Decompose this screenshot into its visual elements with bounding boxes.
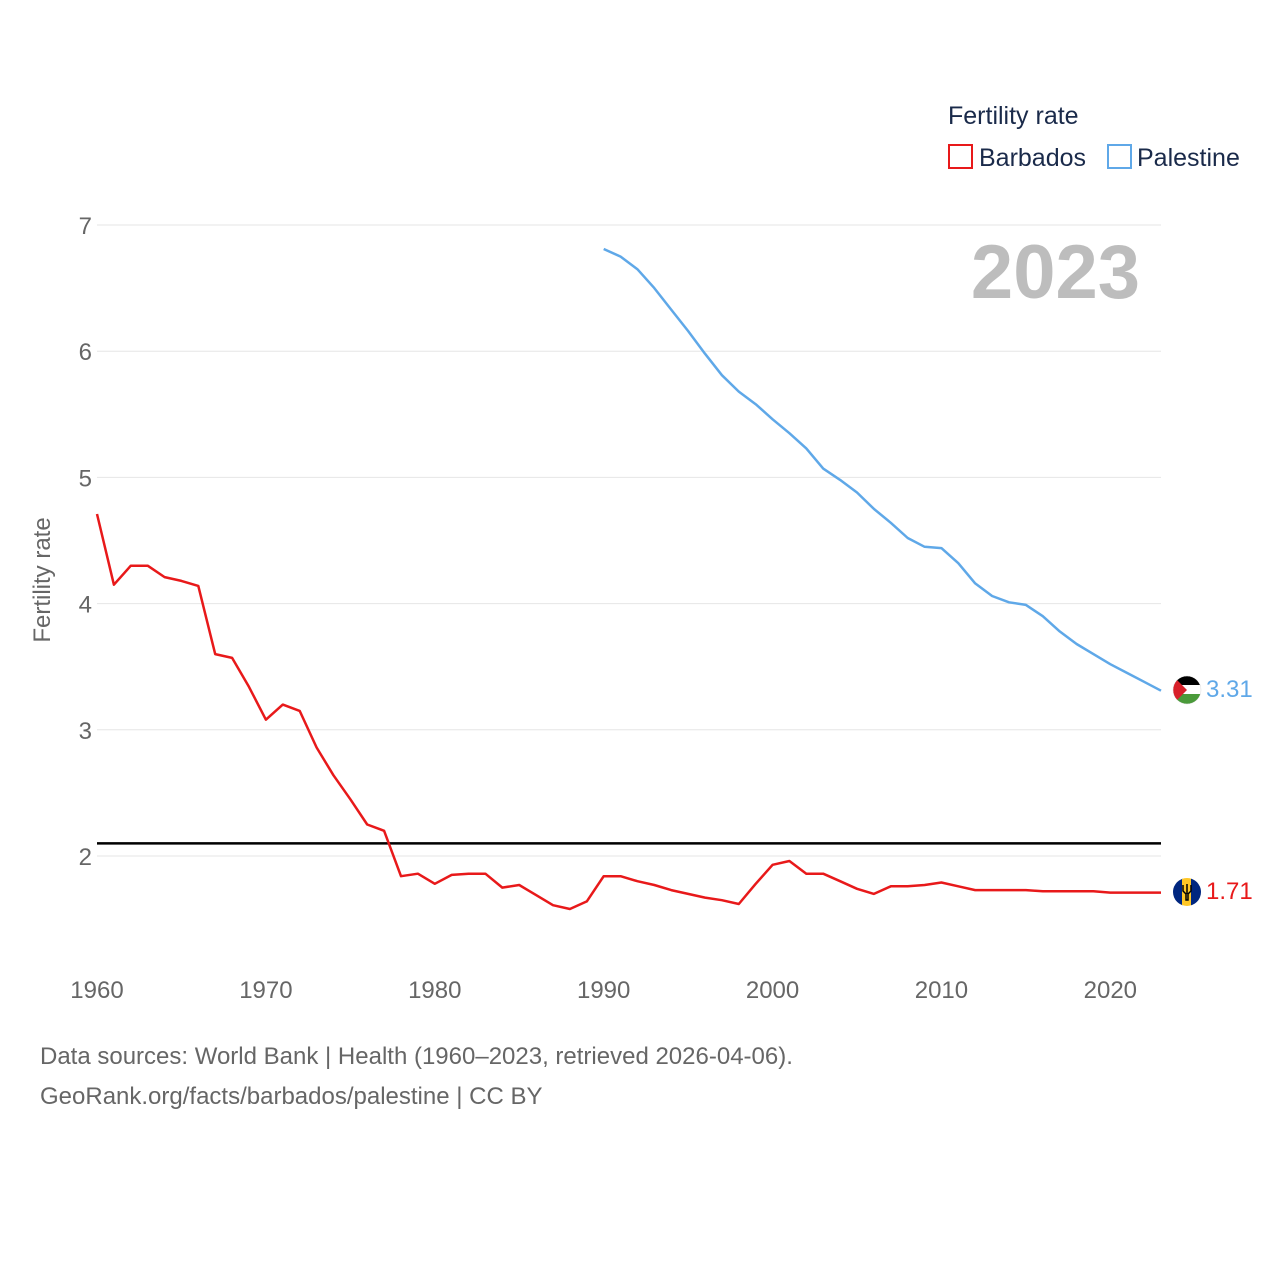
y-tick-label: 7: [79, 213, 92, 240]
x-axis-ticks: 1960 1970 1980 1990 2000 2010 2020: [70, 977, 1137, 1004]
y-tick-label: 2: [79, 844, 92, 871]
gridlines: [97, 224, 1161, 857]
x-tick-label: 2000: [746, 977, 799, 1004]
x-tick-label: 1970: [239, 977, 292, 1004]
legend-label-barbados: Barbados: [979, 144, 1086, 172]
barbados-flag-icon: [1173, 878, 1201, 906]
x-tick-label: 1960: [70, 977, 123, 1004]
x-tick-label: 1980: [408, 977, 461, 1004]
y-tick-label: 6: [79, 339, 92, 366]
attribution-link[interactable]: GeoRank.org/facts/barbados/palestine | C…: [40, 1083, 543, 1110]
legend-swatch-barbados: [948, 144, 973, 169]
y-tick-label: 4: [79, 592, 92, 619]
end-value-barbados: 1.71: [1206, 878, 1253, 905]
current-year-label: 2023: [971, 230, 1140, 315]
palestine-flag-icon: [1172, 675, 1202, 705]
x-tick-label: 1990: [577, 977, 630, 1004]
y-axis-title: Fertility rate: [29, 517, 56, 642]
x-tick-label: 2020: [1084, 977, 1137, 1004]
legend-item-barbados[interactable]: Barbados: [948, 144, 1086, 172]
legend-label-palestine: Palestine: [1137, 144, 1240, 172]
series-line-palestine: [603, 247, 1162, 692]
legend-swatch-palestine: [1107, 144, 1132, 169]
legend-item-palestine[interactable]: Palestine: [1107, 144, 1240, 172]
y-axis-ticks: 2 3 4 5 6 7: [79, 213, 92, 871]
legend-title: Fertility rate: [948, 102, 1079, 130]
end-value-palestine: 3.31: [1206, 676, 1253, 703]
data-source-note: Data sources: World Bank | Health (1960–…: [40, 1043, 793, 1070]
legend: Fertility rate Barbados Palestine: [948, 102, 1240, 172]
series-line-barbados: [95, 513, 1161, 911]
x-tick-label: 2010: [915, 977, 968, 1004]
y-tick-label: 5: [79, 465, 92, 492]
y-tick-label: 3: [79, 718, 92, 745]
